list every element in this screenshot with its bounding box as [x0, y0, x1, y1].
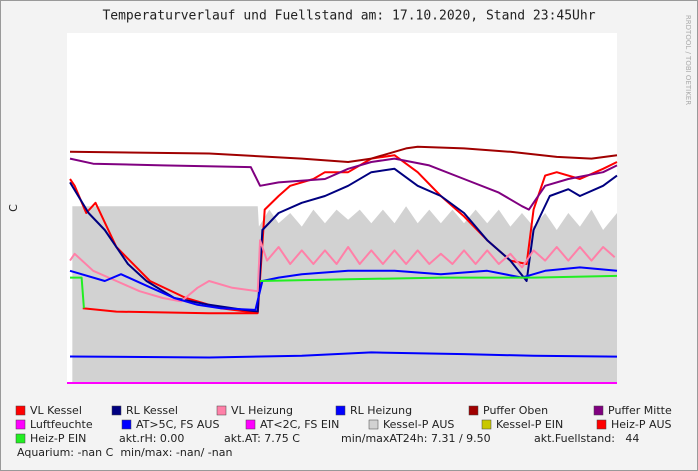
legend-label: Kessel-P EIN [496, 418, 563, 431]
legend-swatch [481, 419, 492, 430]
series-line [82, 307, 258, 315]
chart-title: Temperaturverlauf und Fuellstand am: 17.… [102, 9, 595, 24]
legend-label: RL Heizung [350, 404, 412, 417]
y-axis-label: C [7, 204, 20, 212]
series-line [69, 157, 618, 211]
series-line [69, 167, 618, 313]
legend-swatch [335, 405, 346, 416]
legend-swatch [216, 405, 227, 416]
legend-label: AT<2C, FS EIN [260, 418, 339, 431]
legend-label: Heiz-P EIN [30, 432, 86, 445]
info-text: akt.rH: 0.00 [119, 432, 184, 445]
legend-swatch [245, 419, 256, 430]
legend-label: VL Kessel [30, 404, 82, 417]
legend-label: Heiz-P AUS [611, 418, 672, 431]
info-text: min/maxAT24h: 7.31 / 9.50 [341, 432, 491, 445]
info-text: akt.AT: 7.75 C [224, 432, 300, 445]
legend-label: Puffer Mitte [608, 404, 672, 417]
legend-label: Kessel-P AUS [383, 418, 454, 431]
series-line [69, 239, 616, 303]
legend-swatch [121, 419, 132, 430]
legend-swatch [593, 405, 604, 416]
series-line [70, 145, 618, 163]
legend-swatch [15, 405, 26, 416]
legend-swatch [368, 419, 379, 430]
legend-swatch [15, 419, 26, 430]
legend-label: VL Heizung [231, 404, 293, 417]
legend-swatch [596, 419, 607, 430]
legend-swatch [15, 433, 26, 444]
series-line [70, 351, 618, 359]
legend-label: Puffer Oben [483, 404, 548, 417]
watermark: RRDTOOL / TOBI OETIKER [684, 15, 692, 105]
series-line [70, 274, 618, 309]
legend-label: Luftfeuchte [30, 418, 93, 431]
legend-label: AT>5C, FS AUS [136, 418, 219, 431]
legend-label: RL Kessel [126, 404, 178, 417]
info-text: akt.Fuellstand: 44 [534, 432, 639, 445]
area [72, 206, 617, 383]
legend-swatch [111, 405, 122, 416]
legend-swatch [468, 405, 479, 416]
info-text: Aquarium: -nan C min/max: -nan/ -nan [17, 446, 232, 459]
